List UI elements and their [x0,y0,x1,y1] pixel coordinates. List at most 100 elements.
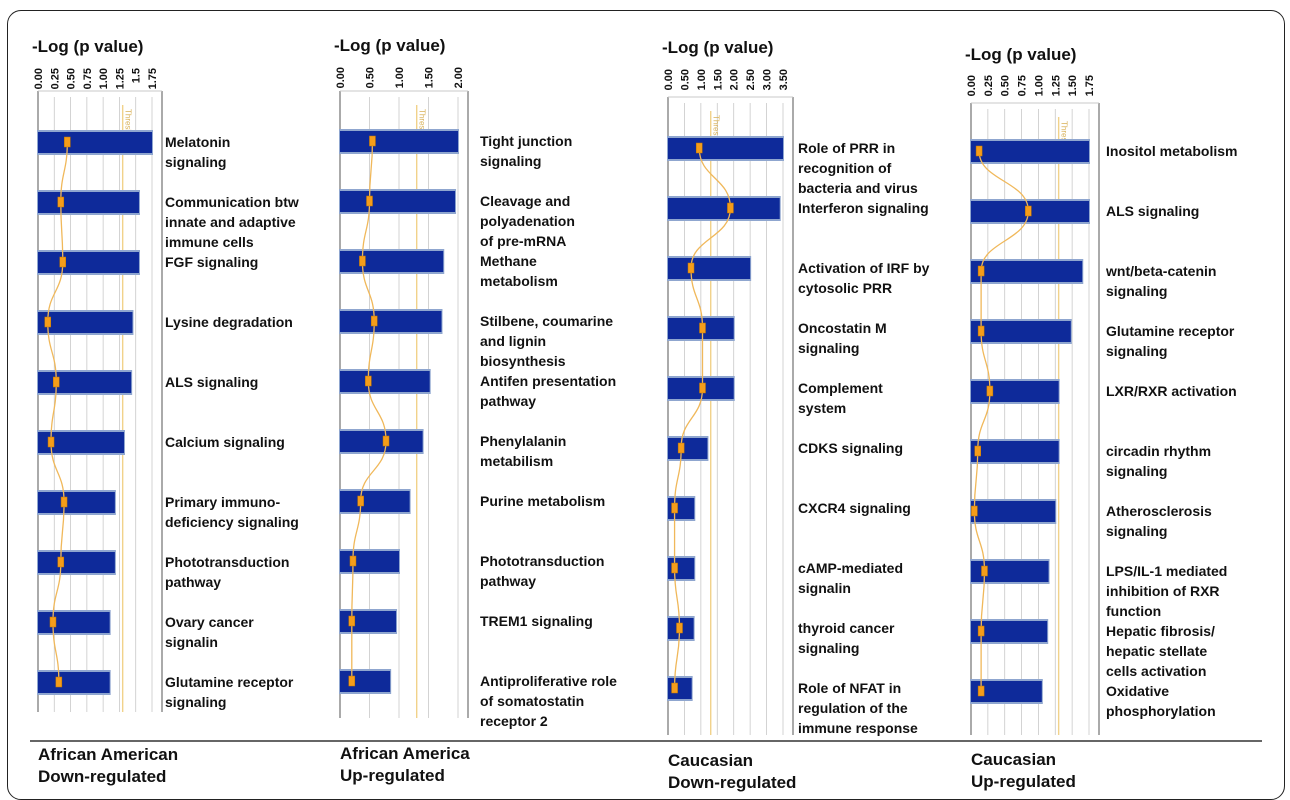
bar [38,672,110,693]
pathway-label: Cleavage and polyadenation of pre-mRNA [480,193,575,249]
pathway-label-line: signalin [165,634,218,650]
bar [971,501,1056,522]
pathway-label-line: polyadenation [480,213,575,229]
tick-label: 0.50 [66,68,78,89]
axis-title: -Log (p value) [662,38,773,57]
pathway-label-line: cytosolic PRR [798,280,892,296]
ratio-marker [60,496,68,508]
ratio-marker [64,136,71,148]
pathway-label-line: signalin [798,580,851,596]
ratio-line [673,147,732,689]
pathway-label-line: signaling [480,153,541,169]
bar [340,611,397,632]
pathway-label-line: Atherosclerosis [1106,503,1212,519]
ratio-marker [977,625,985,637]
pathway-label-line: Hepatic fibrosis/ [1106,623,1215,639]
tick-label: 1.00 [1033,75,1045,96]
panel-caption-line: Caucasian [971,750,1056,769]
pathway-label-line: pathway [165,574,221,590]
pathway-label: Tight junction signaling [480,133,572,169]
ratio-marker [52,376,60,388]
bar [971,561,1049,582]
pathway-label-line: Methane [480,253,537,269]
pathway-label-line: Primary immuno- [165,494,280,510]
pathway-label-line: pathway [480,573,536,589]
panel-caption: Caucasian Up-regulated [971,750,1076,791]
pathway-label-line: Antifen presentation [480,373,616,389]
pathway-label: Role of NFAT in regulation of the immune r… [798,680,918,736]
ratio-marker [971,505,978,517]
pathway-label: Antiproliferative role of somatostatin rec… [480,673,617,729]
tick-label: 0.00 [33,68,45,89]
pathway-label-line: Role of PRR in [798,140,895,156]
pathway-label-line: inhibition of RXR [1106,583,1220,599]
ratio-marker [49,616,57,628]
pathway-label-line: cAMP-mediated [798,560,903,576]
panel-caption: African America Up-regulated [340,744,470,785]
pathway-label: Lysine degradation [165,314,293,330]
pathway-label-line: Oncostatin M [798,320,887,336]
tick-label: 1.50 [1067,75,1079,96]
ratio-marker [977,265,985,277]
ratio-marker [727,202,734,214]
pathway-label-line: deficiency signaling [165,514,299,530]
bar [340,191,456,212]
pathway-label-line: receptor 2 [480,713,548,729]
panel-caption: Caucasian Down-regulated [668,751,796,792]
pathway-label-line: signaling [165,694,226,710]
pathway-label-line: Activation of IRF by [798,260,930,276]
tick-label: 0.25 [49,68,61,89]
pathway-label-line: Interferon signaling [798,200,929,216]
ratio-marker [981,565,988,577]
pathway-label-line: LPS/IL-1 mediated [1106,563,1227,579]
pathway-label-line: signaling [165,154,226,170]
ratio-marker [699,322,706,334]
pathway-label-line: recognition of [798,160,892,176]
bar [971,441,1059,462]
tick-label: 0.75 [1017,75,1029,96]
pathway-label-line: Calcium signaling [165,434,285,450]
bar [38,432,124,453]
ratio-marker [366,195,373,207]
pathway-label: FGF signaling [165,254,258,270]
pathway-label-line: Phototransduction [165,554,289,570]
bar [971,621,1048,642]
pathway-label-line: Antiproliferative role [480,673,617,689]
ratio-marker [349,555,357,567]
pathway-label: Activation of IRF by cytosolic PRR [798,260,930,296]
pathway-label-line: wnt/beta-catenin [1105,263,1216,279]
bar [38,312,133,333]
pathway-label: Ovary cancer signalin [165,614,254,650]
pathway-label: Atherosclerosis signaling [1106,503,1212,539]
tick-label: 0.75 [82,68,94,89]
ratio-marker [977,685,985,697]
tick-label: 0.00 [663,69,675,90]
ratio-marker [676,622,683,634]
pathway-label-line: Melatonin [165,134,230,150]
pathway-label: wnt/beta-catenin signaling [1105,263,1216,299]
pathway-label: Primary immuno-deficiency signaling [165,494,299,530]
pathway-label-line: Phototransduction [480,553,604,569]
pathway-label-line: function [1106,603,1161,619]
pathway-label-line: ALS signaling [165,374,258,390]
ratio-marker [55,676,63,688]
ratio-marker [1025,205,1032,217]
panel-caption: African American Down-regulated [38,745,178,786]
bar [38,372,132,393]
pathway-label-line: of somatostatin [480,693,584,709]
bar [340,131,458,152]
pathway-label-line: FGF signaling [165,254,258,270]
pathway-label: Complement system [798,380,883,416]
pathway-label-line: Complement [798,380,883,396]
ratio-marker [671,562,678,574]
ratio-marker [677,442,685,454]
pathway-label: Interferon signaling [798,200,929,216]
pathway-label-line: of pre-mRNA [480,233,566,249]
pathway-label-line: CXCR4 signaling [798,500,911,516]
bar [340,431,423,452]
axis-title: -Log (p value) [334,36,445,55]
axis-title: -Log (p value) [32,37,143,56]
pathway-label: Oncostatin M signaling [798,320,887,356]
bar [971,681,1042,702]
